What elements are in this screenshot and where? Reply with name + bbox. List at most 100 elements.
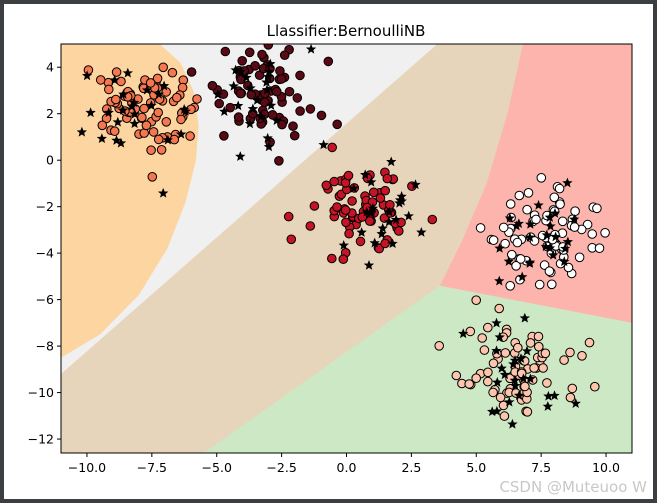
train-point-class-1 bbox=[267, 110, 278, 120]
test-point-class-2 bbox=[369, 237, 380, 248]
test-point-class-0 bbox=[146, 100, 157, 111]
test-point-class-0 bbox=[129, 118, 140, 129]
test-point-class-4 bbox=[494, 331, 505, 342]
test-point-class-2 bbox=[384, 206, 395, 217]
test-point-class-1 bbox=[241, 72, 252, 83]
train-point-class-4 bbox=[513, 342, 523, 353]
train-point-class-2 bbox=[327, 142, 338, 153]
train-point-class-4 bbox=[534, 341, 544, 352]
x-axis: −10.0 −7.5 −5.0 −2.5 0.0 2.5 5.0 7.5 10.0 bbox=[68, 453, 620, 475]
train-point-class-0 bbox=[167, 67, 178, 78]
test-point-class-2 bbox=[377, 222, 388, 233]
test-point-class-0 bbox=[111, 135, 122, 145]
train-point-class-3 bbox=[475, 223, 486, 233]
test-point-class-1 bbox=[265, 58, 276, 69]
test-point-class-2 bbox=[383, 216, 395, 227]
train-point-class-3 bbox=[570, 206, 580, 216]
x-tick-label: 7.5 bbox=[531, 460, 551, 475]
y-tick-label: 4 bbox=[46, 60, 54, 75]
x-tick-label: 2.5 bbox=[401, 460, 421, 475]
test-point-class-3 bbox=[541, 229, 552, 240]
train-point-class-3 bbox=[569, 222, 580, 232]
train-point-class-2 bbox=[385, 200, 395, 210]
train-point-class-1 bbox=[263, 44, 274, 50]
train-point-class-3 bbox=[507, 249, 517, 260]
test-point-class-2 bbox=[365, 207, 376, 217]
train-point-class-3 bbox=[529, 236, 540, 246]
test-point-class-0 bbox=[141, 84, 153, 95]
train-point-class-2 bbox=[309, 201, 320, 211]
x-tick-label: −5.0 bbox=[202, 460, 232, 475]
test-point-class-4 bbox=[513, 390, 525, 400]
test-point-class-3 bbox=[494, 242, 505, 253]
train-point-class-4 bbox=[559, 355, 569, 365]
train-point-class-0 bbox=[186, 104, 196, 115]
test-point-class-2 bbox=[348, 182, 359, 193]
train-point-class-4 bbox=[565, 347, 575, 358]
test-point-class-1 bbox=[247, 103, 259, 114]
test-point-class-4 bbox=[570, 398, 581, 408]
scatter-points bbox=[76, 29, 610, 429]
test-point-class-0 bbox=[158, 80, 170, 91]
train-point-class-3 bbox=[574, 252, 585, 263]
train-point-class-4 bbox=[488, 387, 498, 398]
class-2-points bbox=[283, 142, 438, 270]
test-point-class-4 bbox=[504, 396, 515, 407]
train-point-class-3 bbox=[587, 229, 598, 239]
train-point-class-0 bbox=[158, 62, 168, 73]
train-point-class-4 bbox=[522, 407, 533, 417]
train-point-class-0 bbox=[148, 127, 159, 137]
train-point-class-0 bbox=[137, 112, 147, 123]
train-point-class-2 bbox=[341, 217, 351, 228]
test-point-class-2 bbox=[356, 227, 367, 237]
y-axis: 4 2 0 −2 −4 −6 −8 −10 −12 bbox=[28, 60, 61, 447]
test-point-class-0 bbox=[129, 97, 140, 108]
y-tick-label: −12 bbox=[28, 432, 54, 447]
test-point-class-0 bbox=[162, 134, 173, 145]
train-point-class-4 bbox=[488, 358, 499, 369]
test-point-class-1 bbox=[229, 29, 238, 37]
test-point-class-2 bbox=[416, 226, 427, 237]
train-point-class-0 bbox=[176, 114, 186, 125]
train-point-class-2 bbox=[344, 228, 354, 239]
train-point-class-1 bbox=[214, 98, 224, 109]
test-point-class-2 bbox=[338, 239, 349, 250]
test-point-class-3 bbox=[548, 249, 559, 260]
y-tick-label: −6 bbox=[36, 292, 54, 307]
test-point-class-1 bbox=[244, 118, 256, 129]
train-point-class-1 bbox=[288, 121, 298, 131]
test-point-class-1 bbox=[219, 106, 230, 116]
train-point-class-0 bbox=[97, 120, 108, 131]
test-point-class-0 bbox=[180, 105, 191, 116]
test-point-class-4 bbox=[507, 418, 518, 429]
train-point-class-0 bbox=[185, 131, 195, 141]
test-point-class-4 bbox=[491, 317, 502, 328]
test-point-class-3 bbox=[517, 271, 528, 282]
y-tick-label: 0 bbox=[46, 153, 54, 168]
figure: Llassifier:BernoulliNB −10.0 −7.5 −5.0 −2.5… bbox=[4, 4, 653, 499]
train-point-class-1 bbox=[289, 130, 300, 141]
test-point-class-1 bbox=[265, 100, 277, 110]
train-point-class-3 bbox=[557, 216, 568, 227]
train-point-class-0 bbox=[156, 145, 167, 155]
test-point-class-2 bbox=[410, 179, 421, 190]
train-point-class-1 bbox=[244, 47, 255, 58]
train-point-class-3 bbox=[536, 173, 547, 183]
test-point-class-4 bbox=[521, 345, 533, 356]
test-point-class-3 bbox=[503, 256, 514, 266]
train-point-class-3 bbox=[498, 222, 509, 233]
train-point-class-4 bbox=[540, 348, 551, 359]
test-point-class-3 bbox=[549, 207, 561, 218]
train-point-class-1 bbox=[305, 104, 316, 114]
train-point-class-0 bbox=[109, 126, 120, 136]
test-point-class-3 bbox=[550, 231, 561, 242]
chart-svg: Llassifier:BernoulliNB −10.0 −7.5 −5.0 −2.5… bbox=[28, 22, 648, 496]
test-point-class-1 bbox=[235, 151, 246, 161]
test-point-class-2 bbox=[394, 194, 406, 205]
train-point-class-4 bbox=[479, 345, 490, 355]
test-point-class-4 bbox=[492, 376, 503, 387]
train-point-class-1 bbox=[274, 156, 284, 166]
test-point-class-2 bbox=[367, 202, 379, 213]
train-point-class-2 bbox=[368, 187, 379, 198]
train-point-class-3 bbox=[592, 203, 602, 214]
